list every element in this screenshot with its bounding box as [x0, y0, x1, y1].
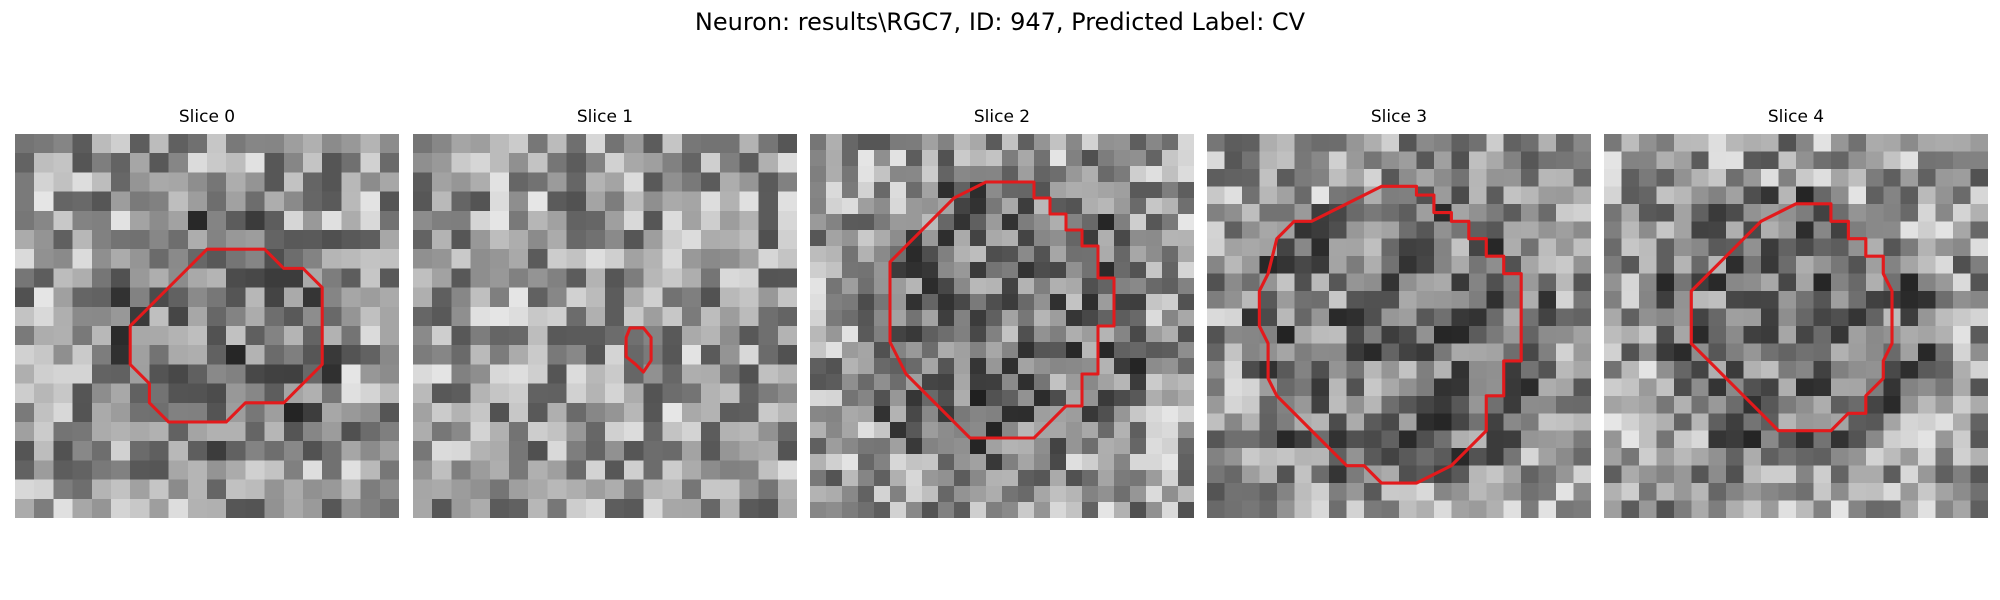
segmentation-outline	[888, 180, 1116, 440]
slice-title-3: Slice 3	[1370, 107, 1428, 127]
slice-panel-3: Slice 3	[1207, 106, 1591, 518]
segmentation-outline	[1689, 202, 1894, 433]
slice-panel-4: Slice 4	[1604, 106, 1988, 518]
slice-panel-2: Slice 2	[810, 106, 1194, 518]
figure-title: Neuron: results\RGC7, ID: 947, Predicted…	[694, 8, 1306, 36]
slice-panel-1: Slice 1	[413, 106, 797, 518]
slice-image-3	[1207, 134, 1591, 518]
slice-title-2: Slice 2	[973, 107, 1031, 127]
segmentation-outline	[624, 326, 653, 374]
slice-title-1: Slice 1	[576, 107, 634, 127]
slice-image-1	[413, 134, 797, 518]
slice-title-0: Slice 0	[178, 107, 236, 127]
segmentation-outline	[128, 247, 324, 424]
slice-title-4: Slice 4	[1767, 107, 1825, 127]
slice-image-2	[810, 134, 1194, 518]
segmentation-outline	[1257, 184, 1523, 485]
slice-panel-0: Slice 0	[15, 106, 399, 518]
slice-image-0	[15, 134, 399, 518]
slice-image-4	[1604, 134, 1988, 518]
